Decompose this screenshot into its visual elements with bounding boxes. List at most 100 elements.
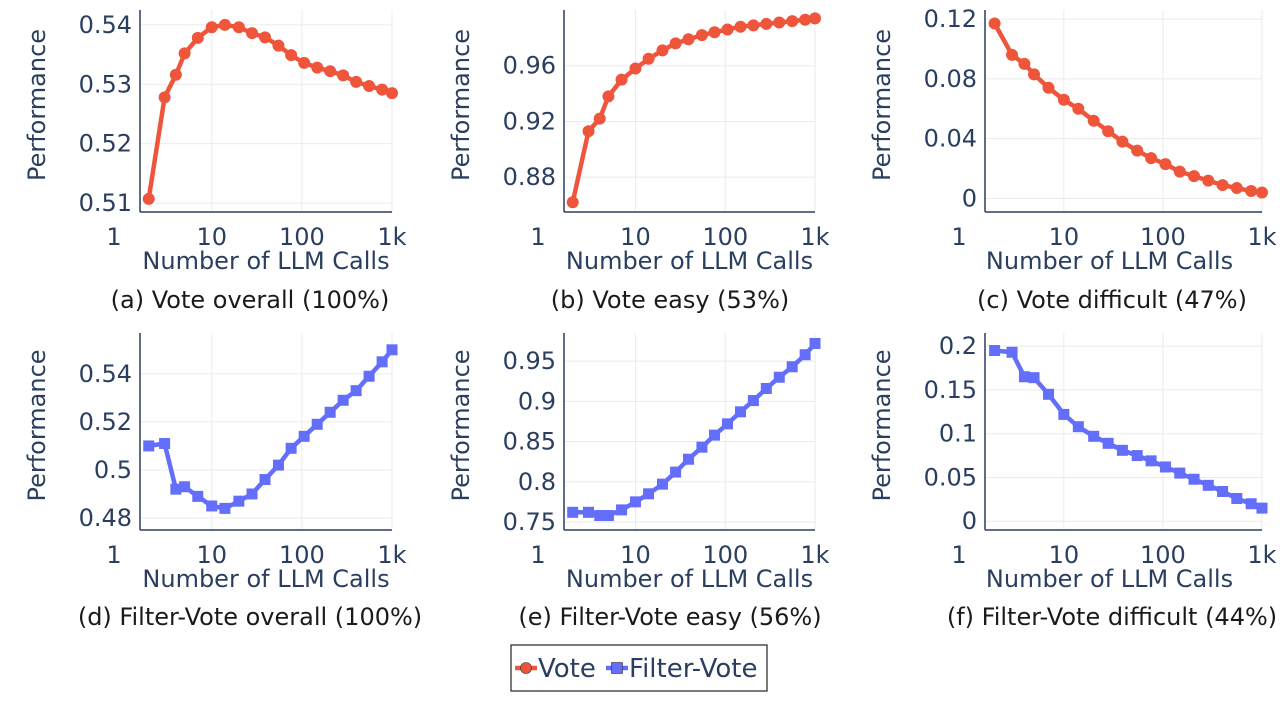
data-point bbox=[583, 506, 595, 518]
chart-caption: (e) Filter-Vote easy (56%) bbox=[518, 603, 821, 631]
data-point bbox=[206, 500, 218, 512]
data-point bbox=[233, 495, 245, 507]
legend-marker bbox=[520, 662, 532, 674]
data-point bbox=[1131, 450, 1143, 462]
data-point bbox=[1174, 467, 1186, 479]
data-point bbox=[988, 17, 1001, 30]
data-point bbox=[1072, 102, 1085, 115]
data-point bbox=[799, 349, 811, 361]
chart-panel-4: 1 10 100 1k 0.75 0.8 0.85 0.9 0.95 Number of LLM … bbox=[447, 333, 830, 631]
data-point bbox=[350, 385, 362, 397]
data-point bbox=[1028, 372, 1040, 384]
x-tick-label: 1 bbox=[106, 541, 121, 569]
data-point bbox=[709, 429, 721, 441]
data-point bbox=[324, 65, 337, 78]
data-point bbox=[696, 441, 708, 453]
data-point bbox=[567, 506, 579, 518]
data-point bbox=[809, 337, 821, 349]
series-line bbox=[992, 22, 1263, 195]
data-point bbox=[1231, 492, 1243, 504]
data-point bbox=[593, 112, 606, 125]
data-point bbox=[285, 442, 297, 454]
y-axis-title: Performance bbox=[23, 349, 51, 501]
y-axis-title: Performance bbox=[447, 349, 475, 501]
data-point bbox=[1173, 165, 1186, 178]
data-point bbox=[1116, 444, 1128, 456]
data-point bbox=[682, 33, 695, 46]
x-tick-label: 1 bbox=[106, 223, 121, 251]
legend-label: Filter-Vote bbox=[629, 654, 757, 684]
y-tick-label: 0 bbox=[962, 507, 977, 535]
data-point bbox=[363, 80, 376, 93]
data-point bbox=[1202, 174, 1215, 187]
data-point bbox=[191, 31, 204, 44]
data-point bbox=[695, 29, 708, 42]
data-point bbox=[272, 459, 284, 471]
data-point bbox=[721, 418, 733, 430]
data-point bbox=[1256, 186, 1268, 199]
data-point bbox=[708, 26, 721, 39]
data-point bbox=[298, 56, 311, 69]
data-point bbox=[735, 406, 747, 418]
y-axis-title: Performance bbox=[447, 29, 475, 181]
data-point bbox=[298, 430, 310, 442]
x-tick-label: 100 bbox=[1140, 541, 1186, 569]
x-axis-title: Number of LLM Calls bbox=[142, 565, 389, 593]
data-point bbox=[259, 474, 271, 486]
chart-caption: (a) Vote overall (100%) bbox=[111, 286, 390, 314]
x-axis-title: Number of LLM Calls bbox=[142, 247, 389, 275]
x-tick-label: 10 bbox=[1049, 223, 1080, 251]
data-point bbox=[179, 481, 191, 493]
x-tick-label: 100 bbox=[702, 223, 748, 251]
y-tick-label: 0.96 bbox=[503, 52, 556, 80]
y-tick-label: 0.2 bbox=[939, 332, 977, 360]
x-tick-label: 1k bbox=[800, 223, 829, 251]
data-point bbox=[142, 192, 155, 205]
data-point bbox=[1018, 371, 1030, 383]
data-point bbox=[311, 418, 323, 430]
chart-panel-5: 1 10 100 1k 0 0.05 0.1 0.15 0.2 Number of LLM Cal… bbox=[868, 332, 1277, 631]
data-point bbox=[615, 73, 628, 86]
chart-caption: (c) Vote difficult (47%) bbox=[977, 286, 1247, 314]
data-point bbox=[1145, 152, 1158, 165]
data-point bbox=[1145, 455, 1157, 467]
x-tick-label: 10 bbox=[620, 541, 651, 569]
data-point bbox=[386, 344, 398, 356]
y-tick-label: 0.52 bbox=[79, 408, 132, 436]
data-point bbox=[616, 504, 628, 516]
data-point bbox=[1188, 473, 1200, 485]
y-axis-title: Performance bbox=[868, 29, 896, 181]
data-point bbox=[158, 91, 171, 104]
data-point bbox=[760, 17, 773, 30]
x-tick-label: 1k bbox=[377, 223, 406, 251]
chart-caption: (d) Filter-Vote overall (100%) bbox=[78, 603, 422, 631]
y-tick-label: 0.9 bbox=[518, 387, 556, 415]
data-point bbox=[192, 490, 204, 502]
y-tick-label: 0.75 bbox=[503, 508, 556, 536]
data-point bbox=[721, 23, 734, 36]
data-point bbox=[643, 488, 655, 500]
data-point bbox=[1188, 170, 1201, 183]
y-tick-label: 0.88 bbox=[503, 163, 556, 191]
x-tick-label: 10 bbox=[620, 223, 651, 251]
data-point bbox=[629, 62, 642, 75]
data-point bbox=[602, 90, 615, 103]
data-point bbox=[1006, 48, 1019, 61]
y-tick-label: 0.05 bbox=[924, 463, 977, 491]
y-tick-label: 0.04 bbox=[924, 125, 977, 153]
chart-caption: (f) Filter-Vote difficult (44%) bbox=[947, 603, 1277, 631]
x-tick-label: 1 bbox=[951, 541, 966, 569]
y-tick-label: 0.1 bbox=[939, 420, 977, 448]
data-point bbox=[1102, 125, 1115, 138]
y-tick-label: 0.53 bbox=[79, 70, 132, 98]
data-point bbox=[1216, 179, 1229, 192]
data-point bbox=[582, 125, 595, 138]
data-point bbox=[656, 478, 668, 490]
series-line bbox=[570, 16, 816, 203]
legend: Vote Filter-Vote bbox=[510, 644, 768, 692]
data-point bbox=[324, 406, 336, 418]
y-axis-title: Performance bbox=[868, 349, 896, 501]
data-point bbox=[232, 21, 245, 34]
legend-box bbox=[510, 644, 768, 692]
